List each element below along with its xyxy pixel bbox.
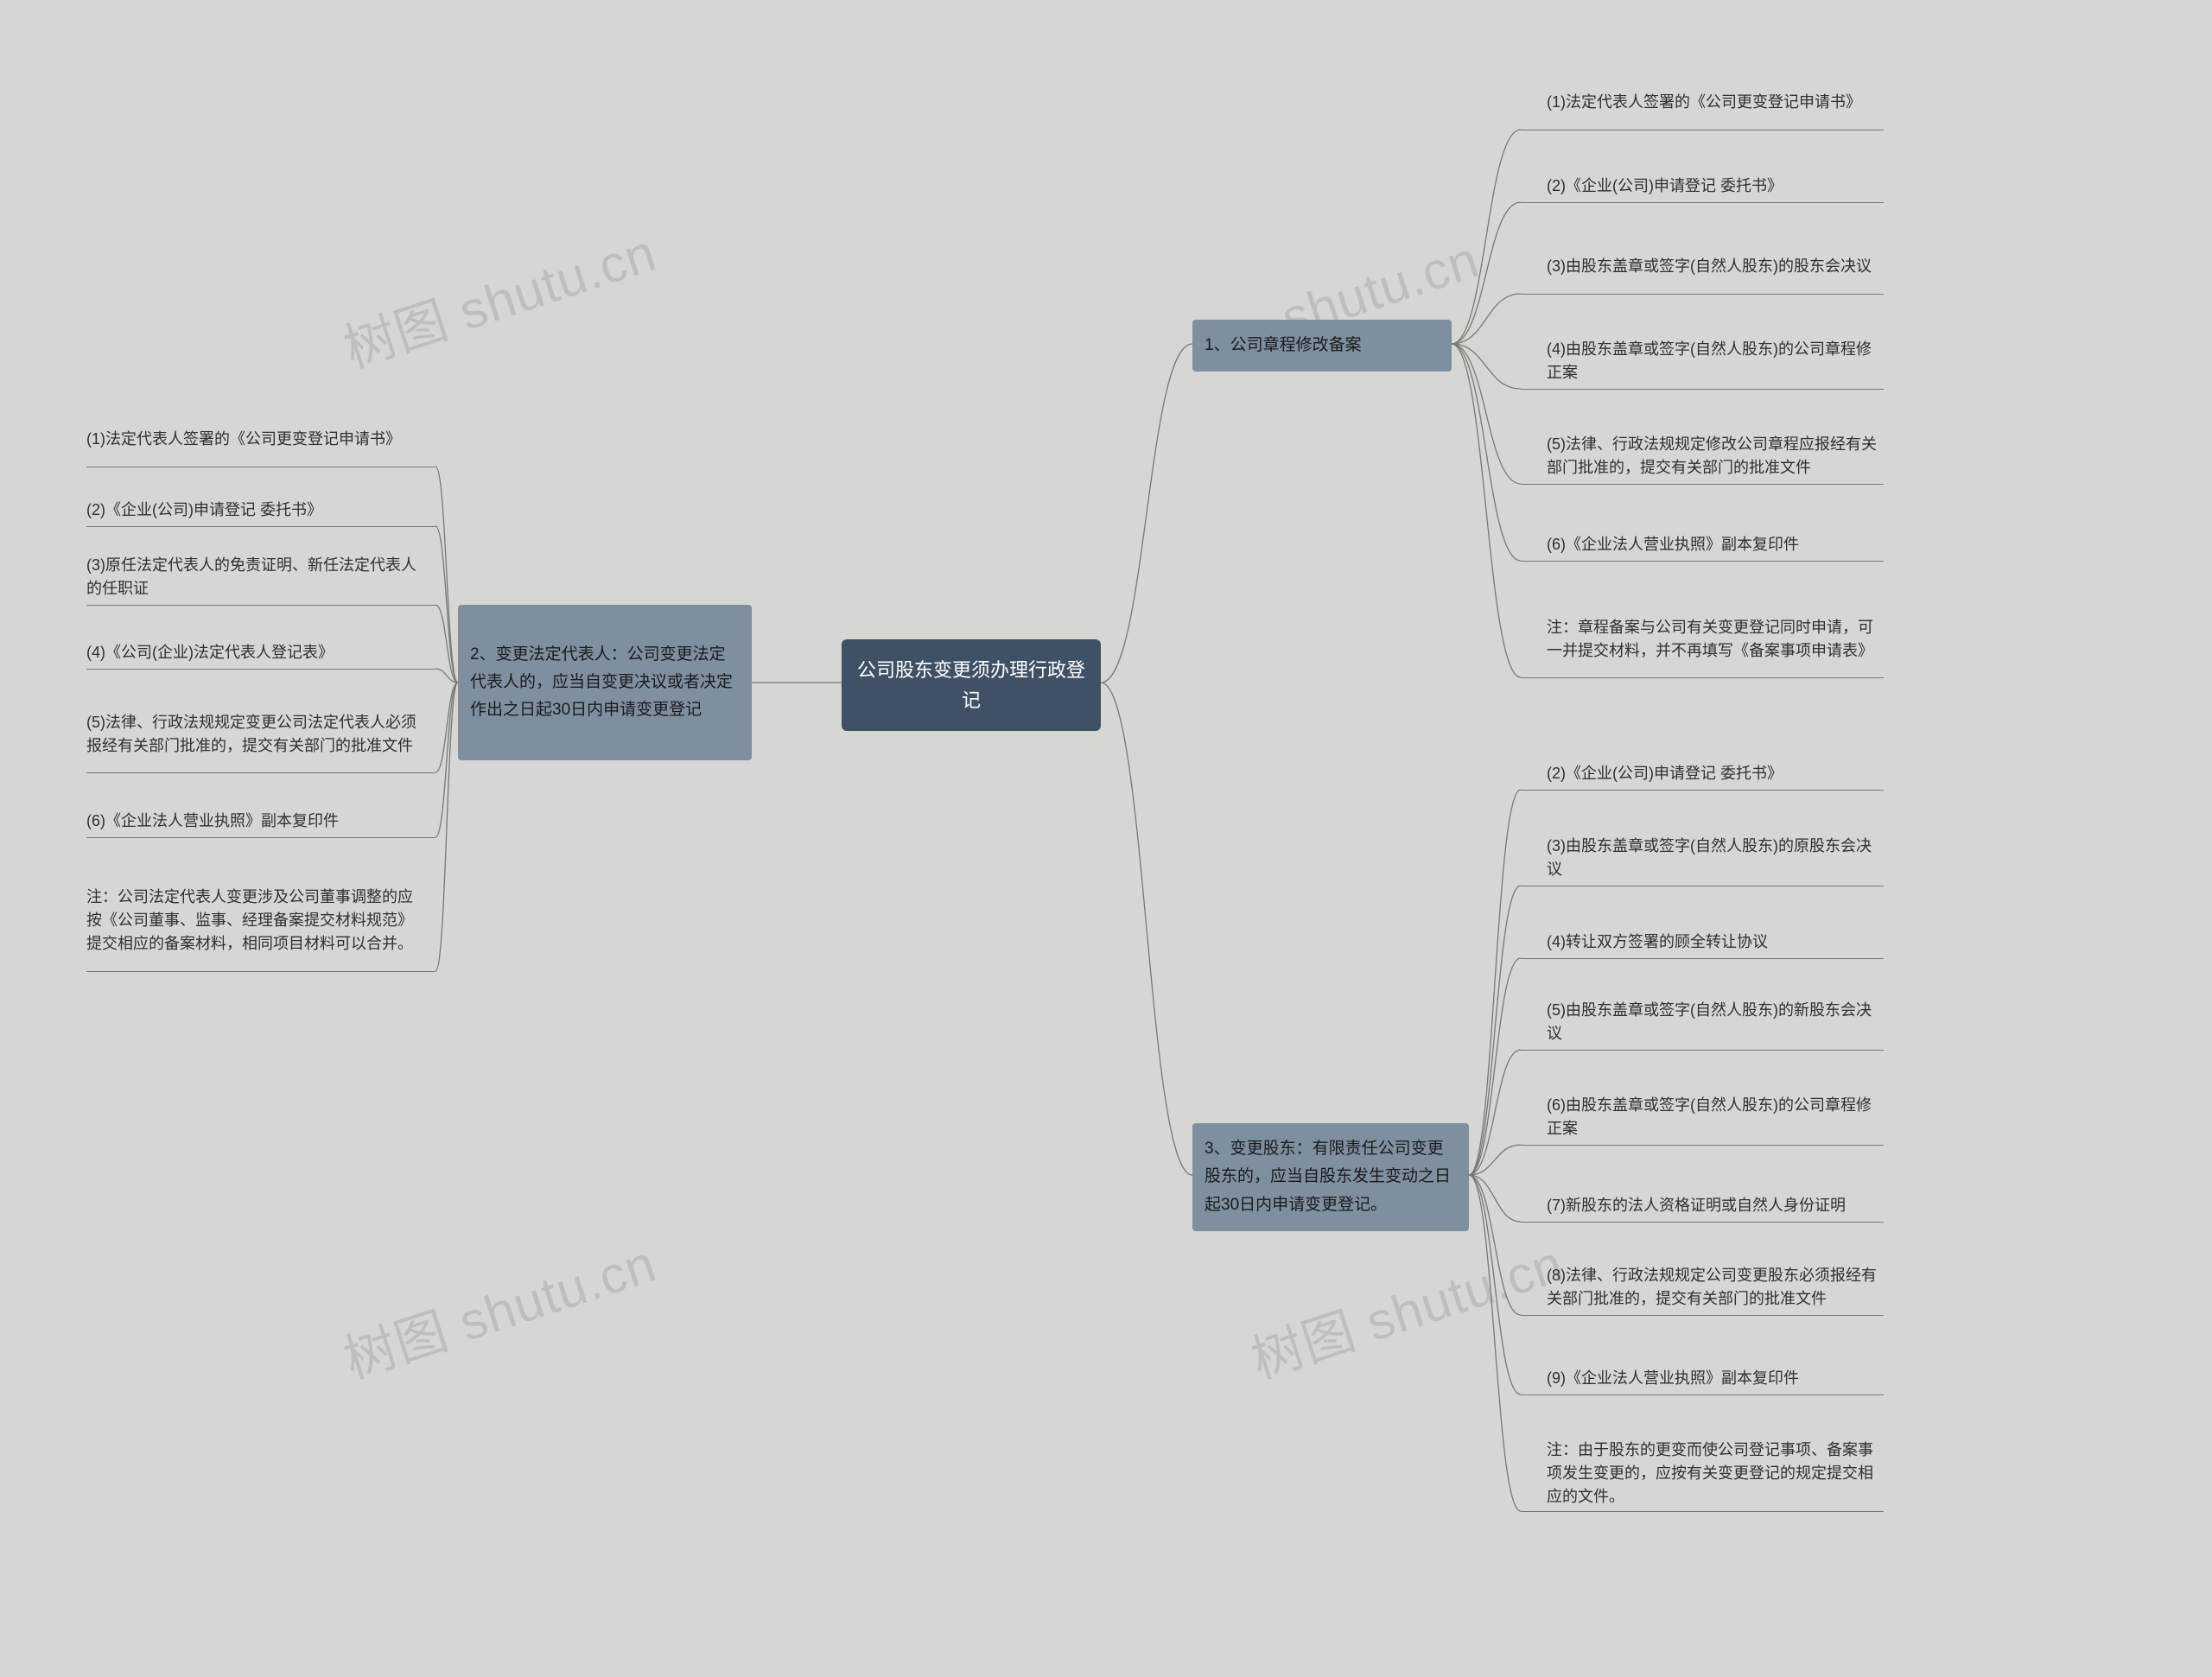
leaf-underline [86, 837, 435, 838]
leaf-underline [1521, 1145, 1884, 1146]
leaf-item: (6)《企业法人营业执照》副本复印件 [86, 808, 423, 834]
leaf-item: (2)《企业(公司)申请登记 委托书》 [1547, 173, 1884, 199]
leaf-item: 注：由于股东的更变而使公司登记事项、备案事项发生变更的，应按有关变更登记的规定提… [1547, 1439, 1884, 1508]
leaf-item: (4)转让双方签署的顾全转让协议 [1547, 929, 1884, 955]
leaf-item: (8)法律、行政法规规定公司变更股东必须报经有关部门批准的，提交有关部门的批准文… [1547, 1263, 1884, 1312]
leaf-underline [1521, 790, 1884, 791]
branch-right-2-label: 3、变更股东：有限责任公司变更股东的，应当自股东发生变动之日起30日内申请变更登… [1205, 1135, 1457, 1219]
leaf-underline [1521, 389, 1884, 390]
branch-right-1-label: 1、公司章程修改备案 [1205, 332, 1362, 359]
leaf-underline [1521, 1511, 1884, 1512]
root-label: 公司股东变更须办理行政登记 [857, 655, 1085, 715]
leaf-underline [1521, 484, 1884, 485]
leaf-item: (5)由股东盖章或签字(自然人股东)的新股东会决议 [1547, 998, 1884, 1046]
leaf-underline [86, 605, 435, 606]
leaf-item: (6)由股东盖章或签字(自然人股东)的公司章程修正案 [1547, 1093, 1884, 1141]
branch-right-1: 1、公司章程修改备案 [1192, 320, 1452, 372]
root-node: 公司股东变更须办理行政登记 [842, 639, 1101, 731]
leaf-item: 注：章程备案与公司有关变更登记同时申请，可一并提交材料，并不再填写《备案事项申请… [1547, 605, 1884, 674]
leaf-item: (3)原任法定代表人的免责证明、新任法定代表人的任职证 [86, 553, 423, 601]
branch-left-label: 2、变更法定代表人：公司变更法定代表人的，应当自变更决议或者决定作出之日起30日… [470, 641, 740, 725]
leaf-item: (7)新股东的法人资格证明或自然人身份证明 [1547, 1192, 1884, 1218]
leaf-item: (1)法定代表人签署的《公司更变登记申请书》 [1547, 78, 1884, 126]
leaf-underline [1521, 1394, 1884, 1395]
watermark: 树图 shutu.cn [334, 1222, 664, 1393]
leaf-item: (4)由股东盖章或签字(自然人股东)的公司章程修正案 [1547, 337, 1884, 385]
leaf-item: (3)由股东盖章或签字(自然人股东)的原股东会决议 [1547, 834, 1884, 882]
leaf-item: (2)《企业(公司)申请登记 委托书》 [86, 497, 423, 523]
leaf-item: (4)《公司(企业)法定代表人登记表》 [86, 639, 423, 665]
watermark: 树图 shutu.cn [1241, 1222, 1572, 1393]
leaf-item: (9)《企业法人营业执照》副本复印件 [1547, 1365, 1884, 1391]
branch-right-2: 3、变更股东：有限责任公司变更股东的，应当自股东发生变动之日起30日内申请变更登… [1192, 1123, 1469, 1231]
leaf-item: (3)由股东盖章或签字(自然人股东)的股东会决议 [1547, 242, 1884, 290]
leaf-underline [1521, 202, 1884, 203]
leaf-underline [86, 669, 435, 670]
leaf-underline [1521, 1050, 1884, 1051]
leaf-item: (6)《企业法人营业执照》副本复印件 [1547, 531, 1884, 557]
leaf-item: (1)法定代表人签署的《公司更变登记申请书》 [86, 415, 423, 463]
leaf-underline [86, 971, 435, 972]
leaf-underline [1521, 294, 1884, 295]
branch-left: 2、变更法定代表人：公司变更法定代表人的，应当自变更决议或者决定作出之日起30日… [458, 605, 752, 760]
leaf-underline [1521, 1222, 1884, 1223]
leaf-item: 注：公司法定代表人变更涉及公司董事调整的应按《公司董事、监事、经理备案提交材料规… [86, 873, 423, 968]
leaf-underline [1521, 561, 1884, 562]
mindmap-canvas: 树图 shutu.cnshutu.cn树图 shutu.cn树图 shutu.c… [0, 0, 2212, 1677]
leaf-underline [1521, 958, 1884, 959]
leaf-underline [1521, 1315, 1884, 1316]
watermark: 树图 shutu.cn [334, 211, 664, 382]
leaf-item: (2)《企业(公司)申请登记 委托书》 [1547, 760, 1884, 786]
leaf-item: (5)法律、行政法规规定修改公司章程应报经有关部门批准的，提交有关部门的批准文件 [1547, 432, 1884, 480]
leaf-underline [1521, 677, 1884, 678]
leaf-underline [86, 526, 435, 527]
leaf-underline [86, 772, 435, 773]
leaf-item: (5)法律、行政法规规定变更公司法定代表人必须报经有关部门批准的，提交有关部门的… [86, 700, 423, 769]
